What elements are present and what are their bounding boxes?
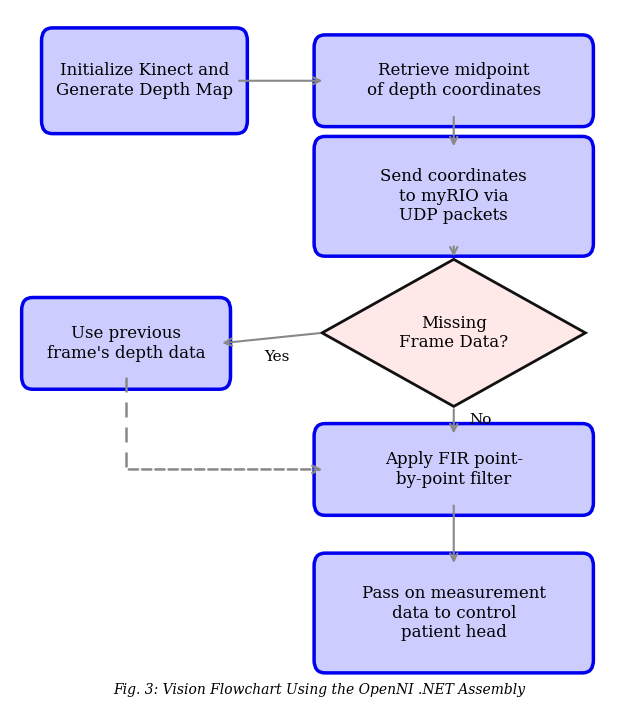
Text: Pass on measurement
data to control
patient head: Pass on measurement data to control pati…	[362, 585, 545, 641]
Text: Retrieve midpoint
of depth coordinates: Retrieve midpoint of depth coordinates	[367, 63, 541, 99]
FancyBboxPatch shape	[22, 297, 230, 389]
Text: No: No	[469, 414, 491, 427]
FancyBboxPatch shape	[314, 553, 593, 673]
Text: Use previous
frame's depth data: Use previous frame's depth data	[47, 325, 205, 362]
Text: Fig. 3: Vision Flowchart Using the OpenNI .NET Assembly: Fig. 3: Vision Flowchart Using the OpenN…	[113, 683, 525, 697]
FancyBboxPatch shape	[314, 136, 593, 256]
Text: Yes: Yes	[264, 350, 290, 365]
FancyBboxPatch shape	[41, 28, 248, 134]
Text: Initialize Kinect and
Generate Depth Map: Initialize Kinect and Generate Depth Map	[56, 63, 233, 99]
FancyBboxPatch shape	[314, 35, 593, 126]
Text: Missing
Frame Data?: Missing Frame Data?	[399, 315, 508, 351]
FancyBboxPatch shape	[314, 424, 593, 516]
Text: Send coordinates
to myRIO via
UDP packets: Send coordinates to myRIO via UDP packet…	[380, 168, 527, 225]
Text: Apply FIR point-
by-point filter: Apply FIR point- by-point filter	[385, 451, 523, 488]
Polygon shape	[322, 259, 586, 406]
